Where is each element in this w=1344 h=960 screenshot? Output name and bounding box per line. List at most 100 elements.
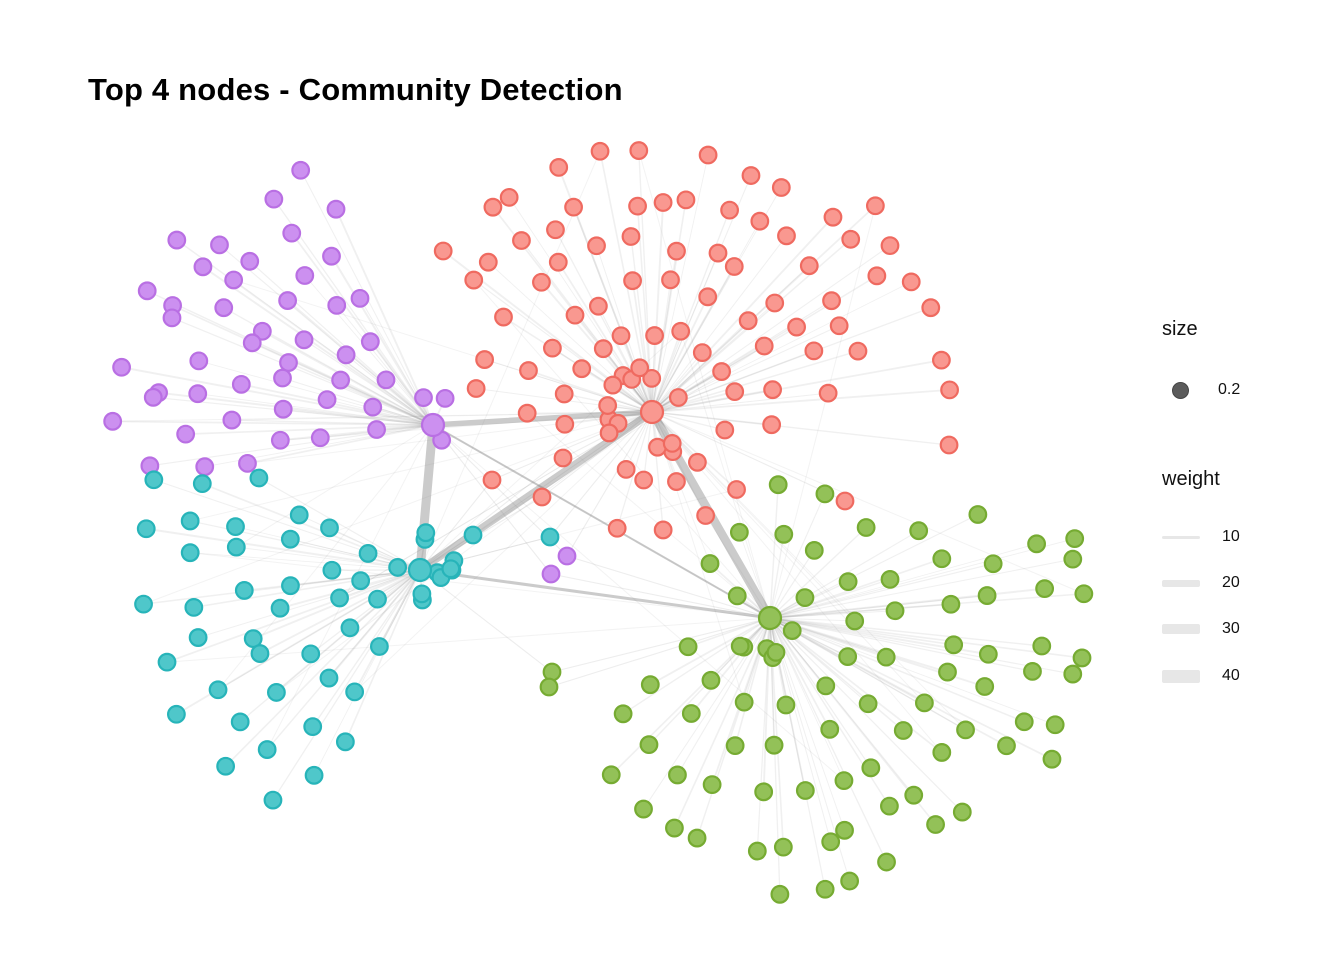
graph-edge [353, 569, 421, 693]
graph-edge [651, 411, 726, 431]
weight-line-swatch-30 [1162, 624, 1200, 634]
graph-node-red [464, 270, 484, 290]
graph-node-red [482, 470, 502, 490]
graph-edge [345, 354, 434, 426]
graph-node-red [532, 272, 551, 292]
graph-node-red [668, 388, 688, 407]
graph-node-teal [368, 589, 387, 609]
graph-node-green [909, 521, 929, 541]
graph-node-green [932, 743, 952, 762]
graph-edge [290, 232, 434, 426]
graph-node-green [880, 570, 900, 589]
graph-node-green [782, 621, 802, 640]
graph-edge [769, 587, 1046, 619]
graph-node-red [598, 396, 618, 415]
graph-node-purple [137, 281, 157, 301]
graph-node-red [590, 141, 610, 161]
graph-edge [473, 279, 771, 619]
graph-edge [651, 411, 738, 491]
graph-node-red [645, 326, 664, 345]
graph-node-green [730, 636, 750, 656]
graph-edge [651, 411, 773, 426]
graph-node-teal [144, 470, 164, 490]
graph-node-green [815, 879, 835, 899]
graph-edge [201, 265, 434, 426]
graph-node-teal [270, 598, 290, 618]
graph-edge [550, 573, 771, 619]
graph-edge [240, 383, 434, 426]
graph-edge [651, 411, 950, 446]
graph-node-teal [303, 717, 323, 737]
graph-node-purple [435, 388, 455, 408]
graph-edge [218, 244, 434, 426]
graph-node-green [834, 771, 854, 791]
graph-node-red [725, 382, 745, 402]
graph-node-green [944, 635, 964, 655]
graph-node-green [1063, 549, 1083, 569]
graph-node-red [565, 305, 585, 325]
graph-edge [769, 493, 826, 619]
graph-node-red [932, 350, 951, 370]
graph-edge [217, 569, 421, 691]
graph-node-red [616, 460, 636, 479]
graph-node-teal [304, 765, 324, 785]
graph-node-green [845, 611, 865, 631]
graph-edge [472, 411, 653, 536]
graph-node-red [939, 435, 959, 455]
graph-node-teal [407, 557, 433, 583]
graph-node-teal [322, 560, 342, 580]
graph-node-purple [278, 291, 298, 310]
graph-node-green [877, 852, 896, 872]
graph-node-purple [143, 387, 163, 407]
graph-edge [526, 412, 771, 619]
graph-edge [651, 352, 703, 413]
graph-edge [551, 617, 771, 673]
graph-edge [339, 569, 421, 599]
graph-node-green [1042, 749, 1062, 769]
graph-node-red [720, 200, 740, 220]
graph-node-green [1014, 712, 1034, 732]
graph-edge [673, 617, 771, 829]
graph-node-green [702, 775, 722, 795]
graph-node-red [512, 231, 531, 250]
graph-edge [189, 411, 653, 522]
graph-edge [676, 617, 771, 776]
graph-edge [769, 617, 827, 687]
graph-edge [418, 568, 772, 620]
graph-node-green [776, 695, 796, 715]
graph-node-green [932, 549, 952, 569]
graph-node-green [835, 820, 854, 840]
graph-edge [651, 245, 891, 413]
graph-node-green [1065, 529, 1085, 549]
graph-edge [769, 617, 1056, 726]
graph-node-red [738, 311, 758, 331]
graph-node-purple [310, 428, 330, 448]
graph-edge [312, 569, 421, 728]
graph-node-red [532, 487, 552, 507]
weight-line-swatch-10 [1162, 535, 1200, 539]
graph-node-purple [240, 251, 260, 271]
graph-node-red [555, 414, 575, 434]
graph-edge [574, 314, 653, 413]
graph-edge [680, 330, 771, 619]
graph-node-red [621, 227, 641, 246]
graph-edge [310, 569, 421, 655]
graph-edge [651, 295, 709, 413]
graph-node-green [734, 692, 754, 712]
graph-node-teal [281, 576, 300, 596]
graph-node-red [553, 448, 573, 468]
graph-node-red [787, 317, 806, 337]
graph-node-red [653, 520, 673, 540]
graph-node-green [766, 642, 786, 662]
graph-node-teal [358, 544, 378, 563]
graph-edge [769, 617, 1034, 673]
graph-node-purple [363, 397, 383, 417]
graph-edge [432, 424, 967, 731]
graph-node-teal [345, 682, 365, 702]
graph-node-teal [540, 527, 560, 547]
graph-node-green [978, 644, 998, 664]
graph-node-purple [350, 288, 370, 308]
graph-node-green [613, 704, 633, 724]
size-legend-item: 0.2 [1162, 380, 1240, 400]
graph-node-red [629, 141, 649, 160]
